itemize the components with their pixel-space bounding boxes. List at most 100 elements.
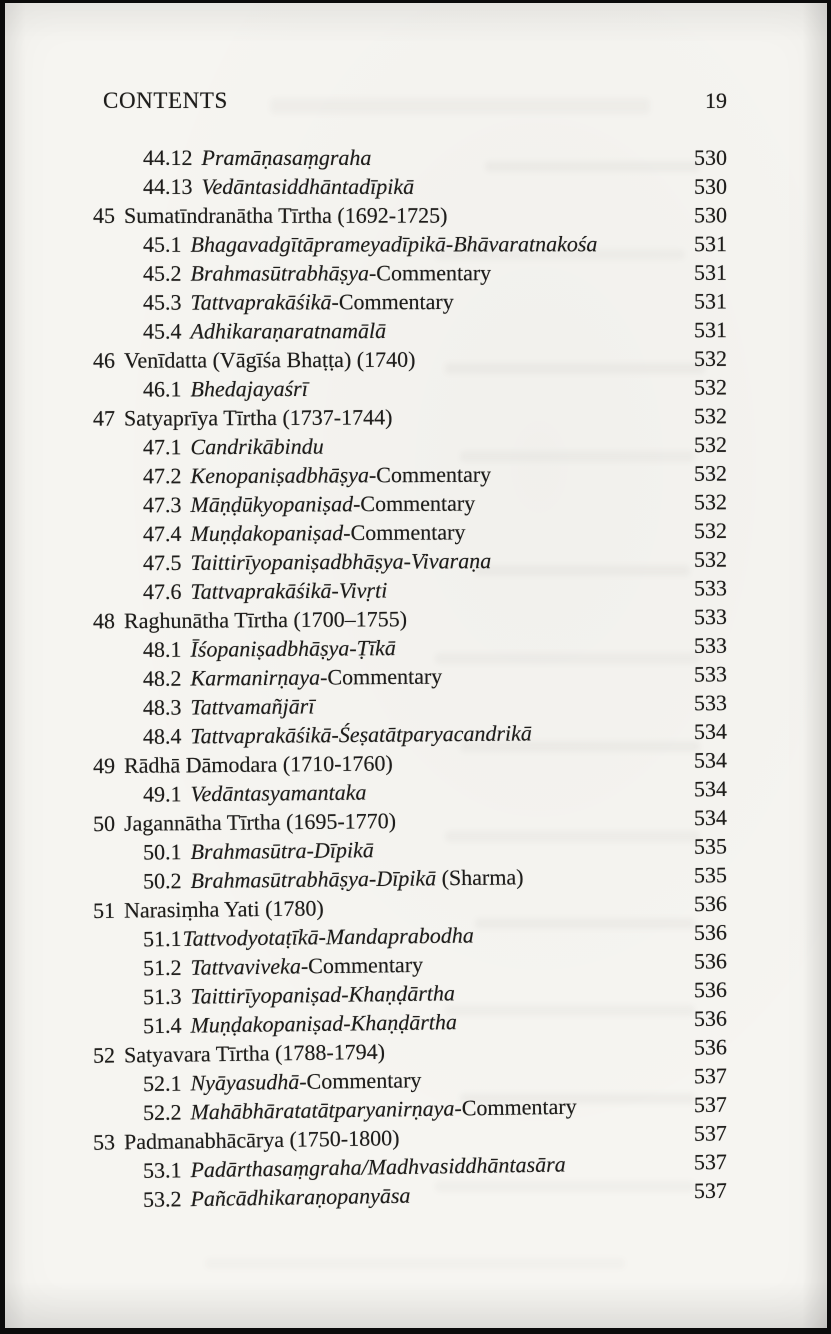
- entry-title: Vedāntasyamantaka: [190, 779, 367, 807]
- entry-page-number: 534: [693, 776, 728, 802]
- entry-title: Īśopaniṣadbhāṣya-Ṭīkā: [190, 635, 396, 662]
- entry-title: Brahmasūtrabhāṣya-Dīpikā (Sharma): [190, 864, 524, 893]
- entry-page-number: 531: [693, 288, 728, 314]
- entry-title: Satyavara Tīrtha (1788-1794): [123, 1038, 386, 1068]
- entry-number: 47.3: [142, 492, 182, 518]
- toc-entry: 47.1 Candrikābindu 532: [5, 429, 827, 462]
- entry-page-number: 534: [693, 718, 728, 744]
- entry-page-number: 536: [693, 1034, 728, 1060]
- entry-page-number: 530: [693, 202, 728, 228]
- entry-page-number: 535: [693, 862, 728, 888]
- toc-list: 44.12 Pramāṇasaṃgraha 530 44.13 Vedāntasiddh…: [5, 143, 827, 1216]
- entry-number: 51.3: [142, 983, 182, 1010]
- entry-number: 47.6: [142, 578, 182, 605]
- entry-page-number: 532: [693, 460, 728, 486]
- entry-number: 48.1: [142, 636, 182, 662]
- entry-title: Brahmasūtra-Dīpikā: [190, 837, 374, 865]
- entry-title: Tattvaprakāśikā-Śeṣatātparyacandrikā: [190, 720, 532, 749]
- entry-title: Bhedajayaśrī: [190, 375, 308, 402]
- toc-entry: 45.1 Bhagavadgītāprameyadīpikā-Bhāvaratna…: [5, 229, 827, 259]
- entry-title: Pramāṇasaṃgraha: [201, 145, 372, 170]
- entry-title: Candrikābindu: [190, 433, 324, 460]
- contents-heading: CONTENTS: [103, 88, 228, 113]
- entry-page-number: 537: [693, 1091, 728, 1118]
- entry-page-number: 531: [693, 259, 728, 285]
- entry-title: Karmanirṇaya-Commentary: [190, 663, 443, 691]
- entry-page-number: 537: [693, 1148, 728, 1175]
- entry-number: 47.1: [142, 434, 182, 460]
- entry-number: 52: [92, 1042, 116, 1068]
- entry-number: 52.2: [142, 1099, 182, 1126]
- entry-number: 51: [92, 897, 116, 924]
- entry-page-number: 532: [693, 431, 728, 457]
- entry-title: Taittirīyopaniṣadbhāṣya-Vivaraṇa: [190, 548, 492, 575]
- entry-page-number: 534: [693, 804, 728, 831]
- entry-number: 47.4: [142, 520, 182, 547]
- entry-title: Taittirīyopaniṣad-Khaṇḍārtha: [190, 980, 456, 1009]
- running-header: CONTENTS 19: [5, 87, 827, 115]
- entry-title: Venīdatta (Vāgīśa Bhaṭṭa) (1740): [123, 346, 416, 373]
- entry-number: 53: [92, 1129, 116, 1155]
- entry-number: 46.1: [142, 376, 182, 402]
- entry-title: Bhagavadgītāprameyadīpikā-Bhāvaratnakośa: [190, 231, 598, 257]
- entry-title: Raghunātha Tīrtha (1700–1755): [123, 606, 408, 634]
- entry-title: Rādhā Dāmodara (1710-1760): [123, 750, 393, 778]
- entry-number: 44.13: [142, 173, 193, 199]
- entry-title: Tattvodyotaṭīkā-Mandaprabodha: [182, 922, 474, 951]
- entry-number: 46: [92, 347, 116, 373]
- entry-page-number: 533: [693, 632, 728, 658]
- entry-page-number: 533: [693, 661, 728, 687]
- toc-entry: 46.1 Bhedajayaśrī 532: [5, 372, 827, 404]
- entry-title: Muṇḍakopaniṣad-Commentary: [190, 519, 466, 546]
- entry-title: Vedāntasiddhāntadīpikā: [201, 173, 415, 199]
- entry-number: 47.5: [142, 549, 182, 576]
- entry-title: Tattvaprakāśikā-Commentary: [190, 289, 454, 315]
- toc-entry: 44.13 Vedāntasiddhāntadīpikā 530: [5, 172, 827, 201]
- entry-page-number: 532: [693, 345, 728, 371]
- entry-page-number: 536: [693, 919, 728, 945]
- entry-page-number: 531: [693, 231, 728, 257]
- entry-number: 45.4: [142, 318, 182, 344]
- entry-number: 45.1: [142, 231, 182, 257]
- entry-page-number: 536: [693, 890, 728, 917]
- entry-number: 47: [92, 405, 116, 431]
- entry-title: Māṇḍūkyopaniṣad-Commentary: [190, 490, 476, 518]
- entry-page-number: 537: [693, 1062, 728, 1089]
- entry-page-number: 530: [694, 145, 727, 170]
- entry-title: Nyāyasudhā-Commentary: [190, 1067, 422, 1096]
- entry-page-number: 535: [693, 833, 728, 859]
- toc-entry: 45 Sumatīndranātha Tīrtha (1692-1725) 530: [5, 200, 827, 230]
- entry-title: Tattvamañjārī: [190, 693, 315, 720]
- entry-page-number: 536: [693, 976, 728, 1003]
- entry-number: 45.2: [142, 260, 182, 286]
- toc-entry: 47.3 Māṇḍūkyopaniṣad-Commentary 532: [5, 487, 827, 520]
- entry-number: 50.2: [142, 868, 182, 894]
- entry-number: 48.4: [142, 723, 182, 749]
- entry-number: 49: [92, 752, 116, 779]
- toc-entry: 47.2 Kenopaniṣadbhāṣya-Commentary 532: [5, 458, 827, 491]
- entry-title: Jagannātha Tīrtha (1695-1770): [123, 808, 397, 836]
- entry-title: Kenopaniṣadbhāṣya-Commentary: [190, 461, 492, 489]
- toc-entry: 45.4 Adhikaraṇaratnamālā 531: [5, 315, 827, 346]
- entry-number: 45: [92, 202, 116, 228]
- entry-page-number: 531: [693, 317, 728, 343]
- entry-page-number: 530: [693, 173, 728, 199]
- entry-title: Adhikaraṇaratnamālā: [190, 318, 387, 344]
- entry-number: 51.4: [142, 1012, 182, 1039]
- entry-title: Tattvaprakāśikā-Vivṛti: [190, 577, 388, 604]
- entry-title: Narasiṃha Yati (1780): [123, 895, 324, 923]
- entry-number: 48.2: [142, 665, 182, 691]
- entry-number: 48.3: [142, 694, 182, 720]
- entry-number: 50.1: [142, 839, 182, 865]
- entry-number: 51.2: [142, 954, 182, 981]
- entry-title: Tattvaviveka-Commentary: [190, 951, 424, 980]
- toc-entry: 47 Satyaprīya Tīrtha (1737-1744) 532: [5, 401, 827, 433]
- entry-page-number: 536: [693, 948, 728, 974]
- entry-page-number: 533: [693, 690, 728, 716]
- entry-title: Muṇḍakopaniṣad-Khaṇḍārtha: [190, 1009, 458, 1038]
- entry-title: Pañcādhikaraṇopanyāsa: [190, 1182, 411, 1212]
- entry-title: Sumatīndranātha Tīrtha (1692-1725): [123, 202, 448, 228]
- entry-title: Satyaprīya Tīrtha (1737-1744): [123, 404, 393, 431]
- entry-number: 48: [92, 608, 116, 634]
